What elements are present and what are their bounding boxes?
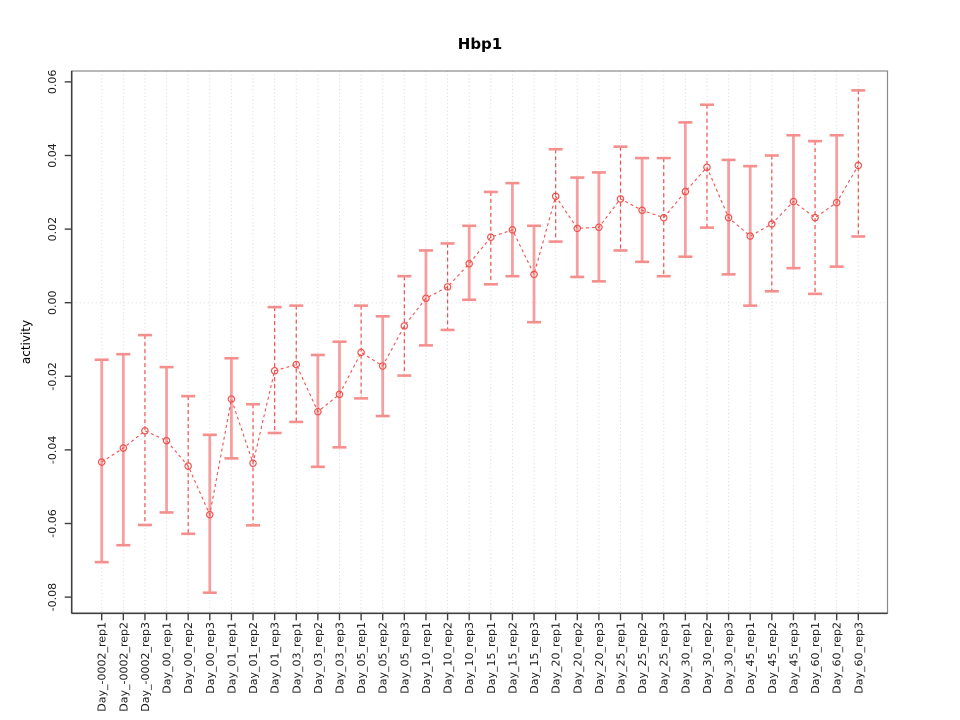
x-tick-label: Day_05_rep2 [377,622,390,694]
data-point-marker [508,226,517,234]
x-tick-label: Day_25_rep3 [658,622,671,694]
x-tick-label: Day_-0002_rep3 [139,622,152,712]
x-tick-label: Day_03_rep1 [290,622,303,694]
x-tick-label: Day_60_rep2 [831,622,844,694]
data-point-marker [227,395,236,403]
x-tick-label: Day_30_rep2 [701,622,714,694]
data-point-marker [530,270,538,279]
data-point-marker [681,187,690,196]
x-tick-label: Day_03_rep2 [312,622,325,694]
x-tick-label: Day_45_rep3 [787,622,800,694]
data-point-marker [119,444,128,452]
data-point-marker [854,161,863,170]
x-tick-label: Day_60_rep1 [809,622,822,694]
x-tick-label: Day_25_rep1 [615,622,628,694]
data-point-marker [314,407,322,416]
data-point-marker [292,360,301,369]
data-point-marker [205,510,214,519]
plot-frame [71,70,889,614]
data-point-marker [573,224,582,233]
data-point-marker [551,192,560,201]
data-point-marker [746,232,755,240]
data-point-marker [270,366,279,375]
series-line [101,165,859,517]
y-tick-label: 0.04 [46,143,59,168]
data-point-marker [162,436,171,445]
y-tick-label: 0.06 [46,70,59,95]
x-tick-label: Day_60_rep3 [852,622,865,694]
x-tick-label: Day_-0002_rep2 [117,622,130,712]
x-tick-label: Day_30_rep1 [679,622,692,694]
x-tick-label: Day_15_rep3 [528,622,541,694]
data-point-marker [184,462,192,470]
data-point-marker [487,233,495,241]
x-tick-label: Day_00_rep2 [182,622,195,694]
x-tick-label: Day_30_rep3 [723,622,736,694]
data-point-marker [400,322,409,330]
data-point-marker [768,220,776,228]
y-tick-label: -0.04 [46,436,59,464]
data-point-marker [811,213,819,222]
y-tick-label: 0.02 [46,217,59,242]
data-point-marker [141,426,149,435]
y-tick-label: -0.08 [46,583,59,611]
x-tick-label: Day_10_rep2 [442,622,455,694]
x-tick-label: Day_-0002_rep1 [96,622,109,712]
data-point-marker [249,459,257,467]
data-point-marker [789,197,798,206]
data-point-marker [357,348,365,357]
data-point-marker [378,362,387,370]
data-point-marker [616,195,625,203]
x-tick-label: Day_01_rep3 [269,622,282,694]
data-point-marker [335,390,344,399]
x-tick-label: Day_45_rep1 [744,622,757,694]
data-point-marker [422,294,430,303]
x-tick-label: Day_20_rep1 [550,622,563,694]
data-point-marker [659,213,668,222]
x-tick-label: Day_20_rep3 [593,622,606,694]
data-point-marker [443,283,452,291]
x-tick-label: Day_25_rep2 [636,622,649,694]
data-point-marker [703,163,711,172]
x-tick-label: Day_00_rep1 [161,622,174,694]
x-tick-label: Day_10_rep1 [420,622,433,694]
x-tick-label: Day_03_rep3 [333,622,346,694]
data-point-marker [595,223,603,232]
x-tick-label: Day_05_rep3 [398,622,411,694]
data-point-marker [724,213,733,222]
x-tick-label: Day_15_rep2 [506,622,519,694]
data-point-marker [465,259,473,268]
data-point-marker [832,198,841,207]
x-tick-label: Day_00_rep3 [204,622,217,694]
y-tick-label: -0.02 [46,362,59,390]
x-tick-label: Day_01_rep2 [247,622,260,694]
y-tick-label: -0.06 [46,509,59,537]
x-tick-label: Day_10_rep3 [463,622,476,694]
data-point-marker [638,206,646,215]
x-tick-label: Day_20_rep2 [571,622,584,694]
x-tick-label: Day_15_rep1 [485,622,498,694]
x-tick-label: Day_01_rep1 [225,622,238,694]
x-tick-label: Day_45_rep2 [766,622,779,694]
data-point-marker [97,458,106,466]
y-tick-label: 0.00 [46,290,59,315]
chart-title: Hbp1 [457,35,503,53]
x-tick-label: Day_05_rep1 [355,622,368,694]
